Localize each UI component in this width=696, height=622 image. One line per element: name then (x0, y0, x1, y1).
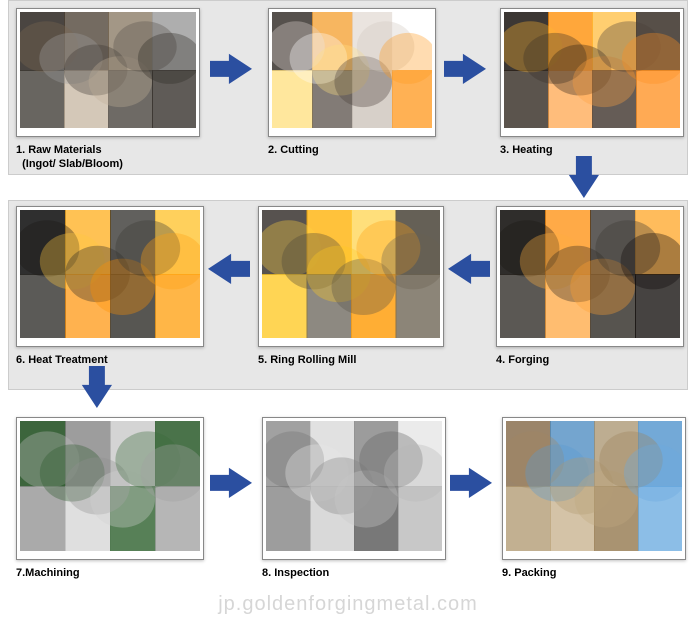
arrow-right (450, 464, 492, 502)
step-s8: 8. Inspection (262, 417, 446, 580)
s2-label: 2. Cutting (268, 143, 436, 157)
s1-frame (16, 8, 200, 137)
s7-image (20, 421, 200, 551)
arrow-left (208, 250, 250, 288)
s1-image (20, 12, 196, 128)
arrow-right (210, 50, 252, 88)
s8-frame (262, 417, 446, 560)
s5-image (262, 210, 440, 338)
s4-image (500, 210, 680, 338)
s9-frame (502, 417, 686, 560)
s5-frame (258, 206, 444, 347)
step-s2: 2. Cutting (268, 8, 436, 157)
step-s9: 9. Packing (502, 417, 686, 580)
s4-label: 4. Forging (496, 353, 684, 367)
s2-frame (268, 8, 436, 137)
s1-label: 1. Raw Materials (16, 143, 200, 157)
s8-image (266, 421, 442, 551)
s2-image (272, 12, 432, 128)
s3-frame (500, 8, 684, 137)
step-s3: 3. Heating (500, 8, 684, 157)
watermark: jp.goldenforgingmetal.com (218, 593, 478, 616)
step-s1: 1. Raw Materials (Ingot/ Slab/Bloom) (16, 8, 200, 172)
s1-sublabel: (Ingot/ Slab/Bloom) (16, 157, 200, 171)
s9-label: 9. Packing (502, 566, 686, 580)
s7-frame (16, 417, 204, 560)
s5-label: 5. Ring Rolling Mill (258, 353, 444, 367)
s8-label: 8. Inspection (262, 566, 446, 580)
arrow-down (78, 366, 116, 408)
s4-frame (496, 206, 684, 347)
arrow-down (565, 156, 603, 198)
step-s7: 7.Machining (16, 417, 204, 580)
arrow-right (210, 464, 252, 502)
step-s4: 4. Forging (496, 206, 684, 367)
s6-image (20, 210, 200, 338)
arrow-left (448, 250, 490, 288)
step-s5: 5. Ring Rolling Mill (258, 206, 444, 367)
s9-image (506, 421, 682, 551)
s3-image (504, 12, 680, 128)
arrow-right (444, 50, 486, 88)
s7-label: 7.Machining (16, 566, 204, 580)
s6-frame (16, 206, 204, 347)
step-s6: 6. Heat Treatment (16, 206, 204, 367)
